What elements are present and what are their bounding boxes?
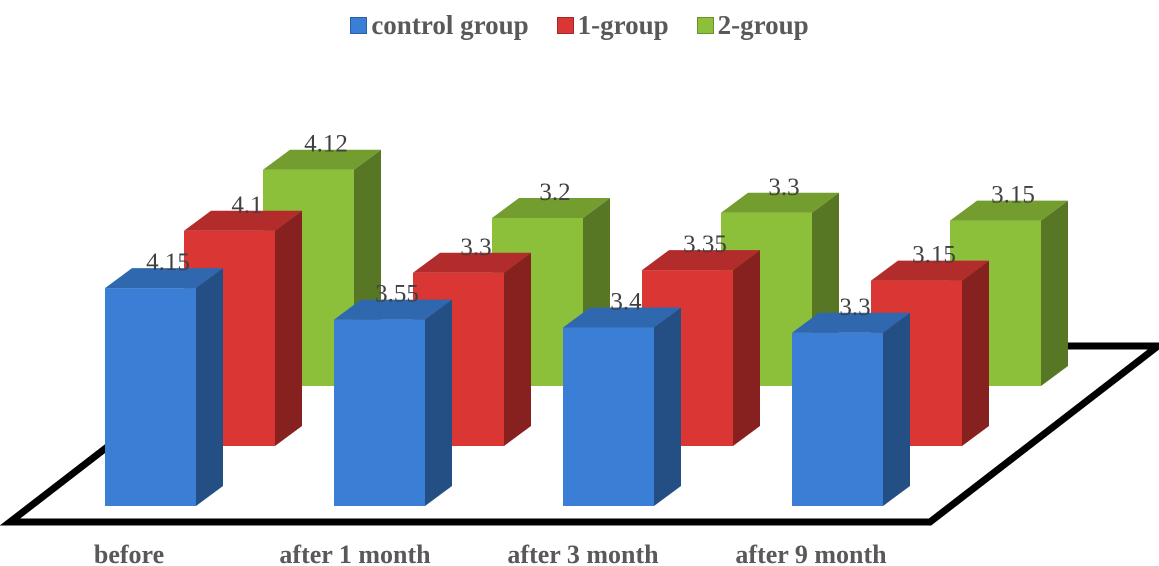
value-label-0-3: 3.3 [839, 294, 870, 321]
bar-top [871, 260, 989, 281]
bar-0-2 [563, 307, 681, 506]
bar-top [642, 250, 760, 271]
category-label-2: after 3 month [507, 540, 659, 566]
value-label-1-2: 3.35 [683, 231, 727, 258]
value-label-2-3: 3.15 [991, 182, 1035, 209]
legend-swatch-1-group [556, 17, 574, 34]
bar-side [654, 307, 681, 506]
bar-top [334, 299, 452, 320]
bar-side [883, 312, 910, 506]
bars-group [105, 149, 1068, 506]
value-label-2-0: 4.12 [304, 131, 348, 158]
bar-1-1 [413, 252, 531, 446]
bar-side [275, 210, 302, 446]
bar-top [492, 198, 610, 218]
category-label-0: before [94, 540, 164, 566]
bar-side [1041, 200, 1068, 386]
category-labels-group: before after 1 month after 3 month after 9 … [94, 540, 887, 566]
value-labels-group: 4.12 3.2 3.3 3.15 4.1 3.3 3.35 3.15 4.15 3.55 3.4 3… [146, 131, 1035, 321]
bar-0-0 [105, 268, 223, 506]
value-label-2-2: 3.3 [768, 174, 799, 201]
value-label-1-0: 4.1 [231, 192, 262, 219]
legend-label-1-group: 1-group [577, 10, 669, 40]
legend-label-control: control group [371, 10, 529, 40]
value-label-0-1: 3.55 [375, 281, 419, 308]
category-label-1: after 1 month [279, 540, 431, 566]
category-label-3: after 9 month [735, 540, 887, 566]
bar-front [563, 327, 654, 506]
bar-top [721, 192, 839, 213]
bar-side [425, 299, 452, 506]
bar-front [105, 288, 196, 506]
value-label-2-1: 3.2 [539, 179, 570, 206]
bar-0-1 [334, 299, 452, 506]
value-label-0-0: 4.15 [146, 249, 190, 276]
legend-item-1-group: 1-group [556, 10, 669, 41]
legend-item-control: control group [350, 10, 529, 41]
bar-top [792, 312, 910, 333]
bar-top [413, 252, 531, 273]
legend-swatch-control [350, 17, 368, 34]
bar-top [263, 149, 381, 170]
value-label-0-2: 3.4 [610, 289, 642, 316]
bar-top [563, 307, 681, 328]
legend: control group 1-group 2-group [0, 10, 1159, 41]
legend-swatch-2-group [696, 17, 714, 34]
bar-side [962, 260, 989, 446]
legend-label-2-group: 2-group [717, 10, 809, 40]
bar-side [504, 252, 531, 446]
bar-front [334, 319, 425, 506]
bar-0-3 [792, 312, 910, 506]
value-label-1-3: 3.15 [912, 242, 956, 269]
bar-top [184, 210, 302, 231]
bar-front [792, 332, 883, 506]
value-label-1-1: 3.3 [460, 234, 491, 261]
legend-item-2-group: 2-group [696, 10, 809, 41]
bar-side [733, 250, 760, 446]
bar-side [196, 268, 223, 506]
bar-top [950, 200, 1068, 221]
bar-top [105, 268, 223, 289]
